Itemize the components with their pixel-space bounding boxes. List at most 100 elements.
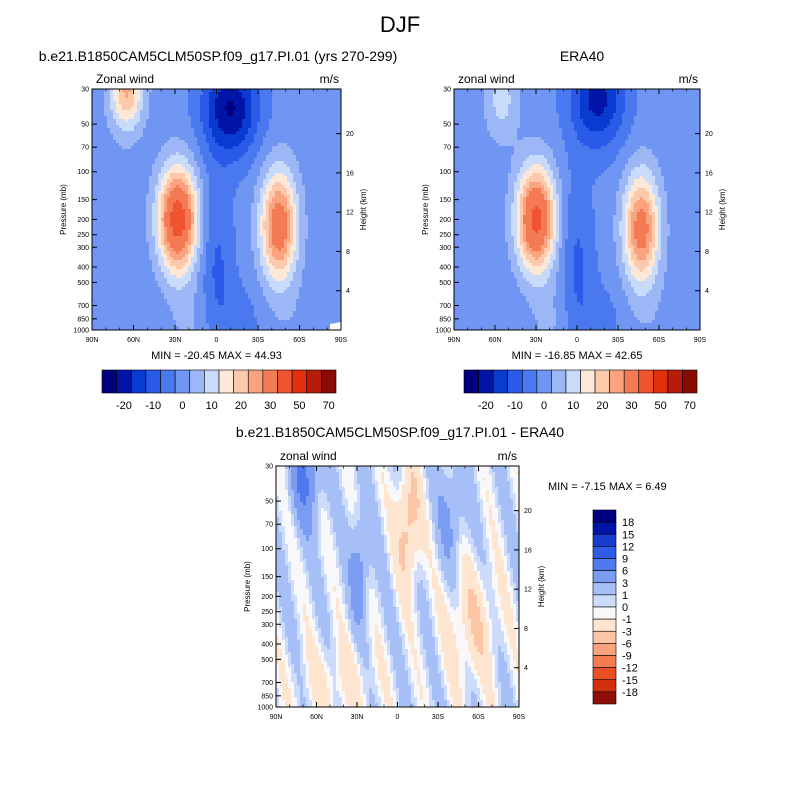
colorbar-label: -1: [622, 614, 632, 626]
x-tick-label: 60S: [293, 337, 306, 344]
colorbar-label: -6: [622, 638, 632, 650]
colorbar-swatch: [189, 369, 205, 394]
colorbar-label: -12: [622, 663, 638, 675]
colorbar-label: 18: [622, 517, 634, 529]
min-max-stats: MIN = -7.15 MAX = 6.49: [548, 481, 667, 493]
y-tick-label: 850: [261, 693, 273, 700]
height-tick-label: 12: [705, 210, 713, 217]
y-tick-label: 200: [77, 217, 89, 224]
min-max-stats: MIN = -20.45 MAX = 44.93: [151, 350, 282, 362]
y-tick-label: 70: [265, 522, 273, 529]
height-tick-label: 20: [705, 131, 713, 138]
colorbar-swatch: [565, 369, 581, 394]
x-tick-label: 30S: [252, 337, 265, 344]
y-tick-label: 100: [77, 169, 89, 176]
panel-title: b.e21.B1850CAM5CLM50SP.f09_g17.PI.01 - E…: [236, 424, 564, 440]
y-tick-label: 500: [77, 280, 89, 287]
colorbar-swatch: [160, 369, 176, 394]
colorbar-label: -9: [622, 651, 632, 663]
colorbar-label: 50: [654, 400, 666, 412]
y-tick-label: 50: [81, 122, 89, 129]
colorbar-label: 30: [625, 400, 637, 412]
colorbar-swatch: [321, 369, 337, 394]
y-tick-label: 70: [81, 145, 89, 152]
colorbar-label: 10: [206, 400, 218, 412]
y-tick-label: 250: [77, 232, 89, 239]
y-tick-label: 400: [77, 265, 89, 272]
y-tick-label: 300: [77, 245, 89, 252]
height-tick-label: 8: [346, 249, 350, 256]
units-label: m/s: [498, 449, 517, 463]
y-tick-label: 500: [439, 280, 451, 287]
axes-panel-2: ERA40 zonal wind m/s 90N 60N 30N 0 30S 60S 90S 30 5…: [421, 48, 727, 362]
y-axis-title: Pressure (mb): [421, 184, 430, 235]
colorbar-swatch: [218, 369, 234, 394]
field-panel-1: [92, 89, 341, 330]
colorbar-label: 1: [622, 590, 628, 602]
panel-title: b.e21.B1850CAM5CLM50SP.f09_g17.PI.01 (yr…: [39, 48, 398, 64]
colorbar-label: 50: [293, 400, 305, 412]
field-panel-3: [276, 466, 519, 707]
y-tick-label: 250: [439, 232, 451, 239]
colorbar-swatch: [592, 509, 617, 523]
colorbar-label: 20: [235, 400, 247, 412]
colorbar-swatch: [116, 369, 132, 394]
colorbar-swatch: [592, 618, 617, 632]
y-tick-label: 850: [439, 316, 451, 323]
x-tick-label: 90S: [694, 337, 707, 344]
colorbar-swatch: [306, 369, 322, 394]
height-tick-label: 16: [524, 547, 532, 554]
colorbar-swatch: [592, 521, 617, 535]
colorbar-swatch: [592, 655, 617, 668]
field-panel-2: [454, 89, 700, 330]
colorbar-label: 20: [596, 400, 608, 412]
colorbar-swatch: [247, 369, 264, 394]
colorbar-label: 10: [567, 400, 579, 412]
y-tick-label: 200: [439, 217, 451, 224]
colorbar-label: -20: [478, 400, 494, 412]
height-tick-label: 12: [346, 210, 354, 217]
y-tick-label: 150: [261, 574, 273, 581]
y-tick-label: 30: [443, 87, 451, 94]
y-tick-label: 100: [439, 169, 451, 176]
y-tick-label: 400: [261, 642, 273, 649]
y-tick-label: 150: [77, 197, 89, 204]
x-tick-label: 90N: [448, 337, 461, 344]
colorbar-label: 70: [684, 400, 696, 412]
colorbar-swatch: [609, 369, 625, 394]
colorbar-swatch: [592, 630, 617, 644]
x-tick-label: 60S: [472, 714, 485, 721]
variable-label: Zonal wind: [96, 72, 154, 86]
colorbar-label: 0: [541, 400, 547, 412]
colorbar-swatch: [478, 369, 494, 394]
colorbar-horizontal: -20 -10 0 10 20 30 50 70: [463, 369, 698, 412]
colorbar-label: 70: [323, 400, 335, 412]
colorbar-swatch: [653, 369, 669, 394]
y-axis-title: Pressure (mb): [243, 561, 252, 612]
colorbar-swatch: [277, 369, 293, 394]
units-label: m/s: [679, 72, 698, 86]
colorbar-swatch: [463, 369, 479, 394]
colorbar-swatch: [592, 570, 617, 584]
axes-panel-3: b.e21.B1850CAM5CLM50SP.f09_g17.PI.01 - E…: [236, 424, 667, 721]
variable-label: zonal wind: [458, 72, 515, 86]
y-tick-label: 50: [265, 499, 273, 506]
x-tick-label: 30S: [432, 714, 445, 721]
y-tick-label: 700: [261, 680, 273, 687]
y-tick-label: 30: [265, 464, 273, 471]
x-tick-label: 30N: [530, 337, 543, 344]
colorbar-swatch: [623, 369, 640, 394]
colorbar-horizontal: -20 -10 0 10 20 30 50 70: [101, 369, 337, 412]
colorbar-swatch: [592, 691, 617, 705]
y-tick-label: 700: [77, 303, 89, 310]
colorbar-swatch: [233, 369, 249, 394]
x-tick-label: 0: [575, 337, 579, 344]
x-tick-label: 60S: [653, 337, 666, 344]
y-tick-label: 500: [261, 657, 273, 664]
colorbar-swatch: [592, 546, 617, 559]
y-tick-label: 700: [439, 303, 451, 310]
x-tick-label: 90S: [513, 714, 526, 721]
x-tick-label: 60N: [310, 714, 323, 721]
topography-mask: [285, 322, 341, 330]
